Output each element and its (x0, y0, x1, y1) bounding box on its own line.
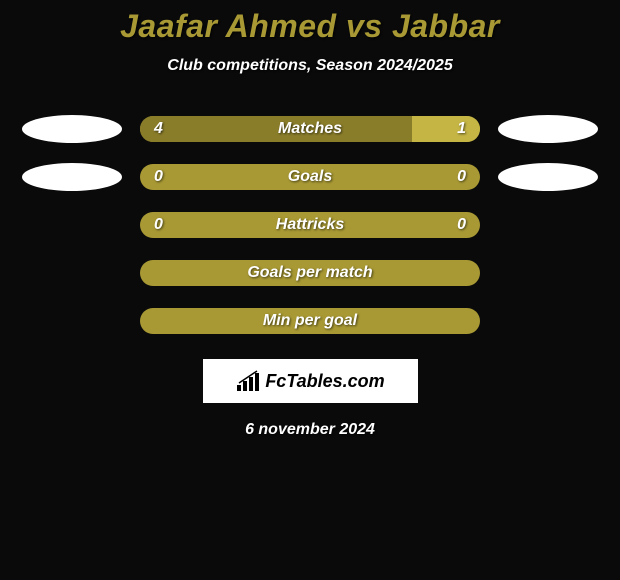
stat-value-right: 0 (457, 216, 466, 234)
stat-bar: 4 Matches 1 (140, 116, 480, 142)
stats-list: 4 Matches 1 0 Goals 0 0 Hattricks 0 Goals per mat… (0, 115, 620, 335)
watermark-text: FcTables.com (265, 371, 384, 392)
stat-value-left: 0 (154, 216, 163, 234)
stat-label: Matches (278, 120, 342, 138)
stat-row: 4 Matches 1 (0, 115, 620, 143)
spacer (498, 259, 598, 287)
stat-value-left: 0 (154, 168, 163, 186)
spacer (22, 307, 122, 335)
watermark-badge[interactable]: FcTables.com (203, 359, 418, 403)
stat-row: 0 Hattricks 0 (0, 211, 620, 239)
spacer (22, 259, 122, 287)
stat-fill-left (140, 116, 412, 142)
stat-label: Goals per match (247, 264, 372, 282)
stat-label: Goals (288, 168, 332, 186)
chart-icon (235, 369, 261, 393)
subtitle: Club competitions, Season 2024/2025 (0, 57, 620, 75)
page-title: Jaafar Ahmed vs Jabbar (0, 8, 620, 45)
stat-bar: Min per goal (140, 308, 480, 334)
club-badge-left (22, 163, 122, 191)
stat-bar: 0 Goals 0 (140, 164, 480, 190)
stat-value-right: 1 (457, 120, 466, 138)
date-label: 6 november 2024 (0, 421, 620, 439)
stat-row: 0 Goals 0 (0, 163, 620, 191)
spacer (22, 211, 122, 239)
stat-fill-right (412, 116, 480, 142)
club-badge-left (22, 115, 122, 143)
comparison-widget: Jaafar Ahmed vs Jabbar Club competitions… (0, 0, 620, 439)
stat-row: Goals per match (0, 259, 620, 287)
spacer (498, 307, 598, 335)
club-badge-right (498, 163, 598, 191)
club-badge-right (498, 115, 598, 143)
stat-label: Hattricks (276, 216, 344, 234)
stat-label: Min per goal (263, 312, 357, 330)
stat-row: Min per goal (0, 307, 620, 335)
stat-bar: Goals per match (140, 260, 480, 286)
spacer (498, 211, 598, 239)
stat-value-left: 4 (154, 120, 163, 138)
stat-bar: 0 Hattricks 0 (140, 212, 480, 238)
stat-value-right: 0 (457, 168, 466, 186)
